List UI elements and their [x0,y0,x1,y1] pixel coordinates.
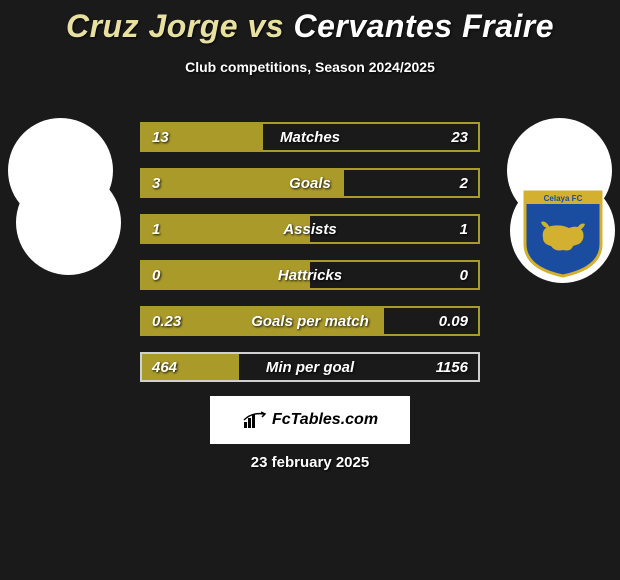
stat-row: 13 Matches 23 [140,122,480,152]
comparison-title: Cruz Jorge vs Cervantes Fraire [0,0,620,45]
fctables-logo-icon [242,410,268,430]
stat-label: Goals [289,175,331,192]
stat-row: 464 Min per goal 1156 [140,352,480,382]
stat-label: Hattricks [278,267,342,284]
stat-left-value: 13 [152,129,169,146]
player1-club-logo [16,170,121,275]
stat-right-value: 2 [460,175,468,192]
stat-label: Matches [280,129,340,146]
stat-label: Min per goal [266,359,354,376]
stats-bars: 13 Matches 23 3 Goals 2 1 Assists 1 0 Hattricks 0 0.… [140,122,480,398]
stat-label: Goals per match [251,313,369,330]
stat-row: 3 Goals 2 [140,168,480,198]
vs-separator: vs [247,8,284,44]
stat-right-value: 0.09 [439,313,468,330]
stat-left-value: 1 [152,221,160,238]
subtitle: Club competitions, Season 2024/2025 [0,59,620,75]
fctables-watermark: FcTables.com [210,396,410,444]
stat-label: Assists [283,221,336,238]
player2-name: Cervantes Fraire [293,8,554,44]
stat-right-value: 1 [460,221,468,238]
player1-name: Cruz Jorge [66,8,238,44]
watermark-text: FcTables.com [272,411,378,429]
stat-left-value: 0.23 [152,313,181,330]
stat-left-value: 3 [152,175,160,192]
stat-left-value: 0 [152,267,160,284]
stat-row: 0 Hattricks 0 [140,260,480,290]
svg-text:Celaya FC: Celaya FC [543,194,582,203]
stat-row: 0.23 Goals per match 0.09 [140,306,480,336]
date-label: 23 february 2025 [251,454,369,471]
stat-left-value: 464 [152,359,177,376]
stat-right-value: 23 [451,129,468,146]
stat-right-value: 0 [460,267,468,284]
player2-club-logo: Celaya FC [510,178,615,283]
stat-right-value: 1156 [436,359,468,376]
stat-row: 1 Assists 1 [140,214,480,244]
celaya-fc-badge-icon: Celaya FC [521,184,605,278]
